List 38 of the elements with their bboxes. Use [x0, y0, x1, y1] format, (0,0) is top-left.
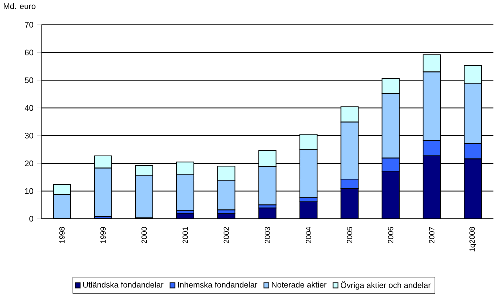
y-tick-label: 20	[25, 160, 34, 166]
bar	[135, 165, 154, 176]
legend-label: Utländska fondandelar	[83, 282, 164, 288]
y-tick-label: 40	[24, 105, 34, 112]
bar	[300, 150, 318, 198]
bar	[258, 150, 277, 168]
bar	[218, 166, 236, 181]
bar	[422, 72, 442, 142]
bar	[218, 180, 236, 211]
bar	[340, 179, 359, 190]
y-tick-label: 10	[25, 188, 34, 194]
bar	[382, 170, 400, 220]
bar	[464, 83, 482, 144]
bar	[94, 168, 112, 218]
bar	[176, 162, 195, 175]
bar	[340, 106, 359, 123]
bar	[53, 194, 72, 219]
bar	[422, 156, 442, 220]
bar	[464, 158, 482, 220]
bar	[135, 175, 154, 219]
y-tick-label: 30	[25, 133, 34, 139]
bar	[176, 174, 195, 212]
bar	[300, 134, 318, 150]
legend-label: Noterade aktier	[272, 282, 327, 288]
y-tick-label: 0	[30, 216, 34, 222]
bar	[258, 166, 277, 206]
bar	[300, 202, 318, 220]
bar	[94, 156, 112, 169]
y-tick-label: 60	[25, 50, 34, 56]
y-tick-label: 50	[25, 78, 34, 84]
legend-label: Inhemska fondandelar	[178, 282, 258, 288]
bar	[382, 78, 400, 94]
bar	[340, 188, 359, 220]
legend-label: Övriga aktier och andelar	[341, 281, 431, 290]
bar	[382, 93, 400, 159]
y-axis-title: Md. euro	[4, 3, 36, 10]
bar	[340, 122, 359, 180]
y-tick-label: 70	[25, 22, 34, 28]
